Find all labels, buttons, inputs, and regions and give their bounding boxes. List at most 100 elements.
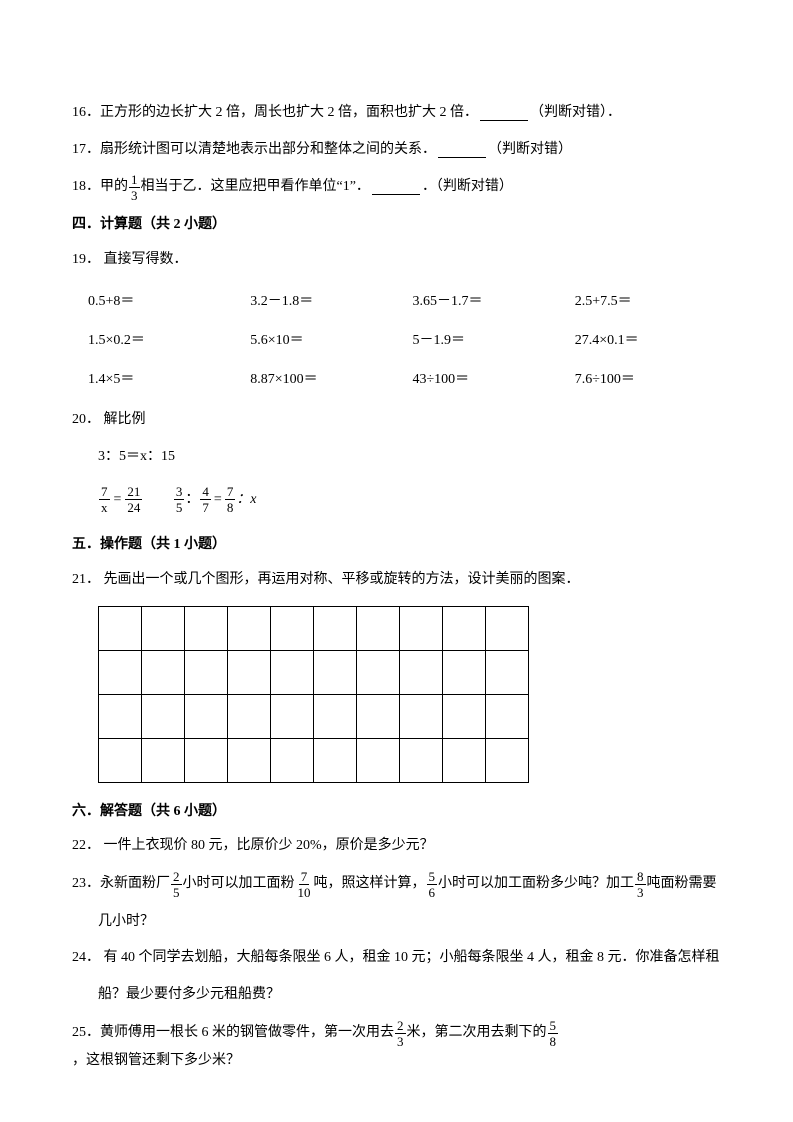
calc-cell: 3.65－1.7＝: [409, 283, 571, 322]
calc-cell: 1.5×0.2＝: [84, 322, 246, 361]
grid-cell[interactable]: [486, 738, 529, 782]
q-text: 相当于乙．这里应把甲看作单位“1”．: [141, 174, 370, 201]
grid-cell[interactable]: [271, 650, 314, 694]
grid-cell[interactable]: [142, 694, 185, 738]
question-19: 19． 直接写得数．: [72, 247, 721, 274]
fraction: 710: [296, 870, 313, 899]
answer-blank[interactable]: [438, 142, 486, 157]
question-18: 18． 甲的 1 3 相当于乙．这里应把甲看作单位“1”． ．（判断对错）: [72, 173, 721, 202]
q-number: 22．: [72, 838, 100, 853]
drawing-grid[interactable]: [98, 606, 529, 783]
grid-cell[interactable]: [314, 694, 357, 738]
q23-line2: 几小时？: [98, 909, 721, 936]
q-tail: ．（判断对错）: [422, 174, 513, 201]
grid-cell[interactable]: [228, 650, 271, 694]
grid-cell[interactable]: [228, 738, 271, 782]
fraction: 25: [171, 870, 182, 899]
grid-row: [99, 694, 529, 738]
grid-cell[interactable]: [314, 738, 357, 782]
q-number: 19．: [72, 252, 100, 267]
question-25: 25． 黄师傅用一根长 6 米的钢管做零件，第一次用去 23 米，第二次用去剩下…: [72, 1019, 721, 1075]
grid-cell[interactable]: [314, 650, 357, 694]
fraction: 7 x: [99, 485, 110, 514]
fraction: 23: [395, 1019, 406, 1048]
grid-cell[interactable]: [486, 606, 529, 650]
grid-cell[interactable]: [185, 650, 228, 694]
drawing-grid-wrap: [98, 606, 721, 783]
grid-cell[interactable]: [486, 650, 529, 694]
equals: =: [114, 487, 122, 514]
q-number: 23．: [72, 871, 100, 898]
q20-line1: 3：5＝x：15: [98, 444, 721, 471]
q20-line2: 7 x = 21 24: [98, 485, 143, 514]
grid-cell[interactable]: [400, 650, 443, 694]
q-number: 25．: [72, 1020, 100, 1047]
question-22: 22． 一件上衣现价 80 元，比原价少 20%，原价是多少元？: [72, 833, 721, 860]
calc-cell: 5－1.9＝: [409, 322, 571, 361]
section-4-heading: 四．计算题（共 2 小题）: [72, 212, 721, 239]
grid-cell[interactable]: [357, 650, 400, 694]
grid-row: [99, 650, 529, 694]
fraction: 56: [427, 870, 438, 899]
q-text: 小时可以加工面粉: [183, 871, 295, 898]
grid-cell[interactable]: [443, 738, 486, 782]
grid-cell[interactable]: [400, 606, 443, 650]
grid-cell[interactable]: [357, 606, 400, 650]
q-text: 正方形的边长扩大 2 倍，周长也扩大 2 倍，面积也扩大 2 倍．: [100, 100, 478, 127]
grid-cell[interactable]: [271, 606, 314, 650]
calc-row: 1.5×0.2＝ 5.6×10＝ 5－1.9＝ 27.4×0.1＝: [84, 322, 733, 361]
calc-cell: 3.2－1.8＝: [246, 283, 408, 322]
grid-cell[interactable]: [185, 738, 228, 782]
calc-cell: 43÷100＝: [409, 361, 571, 400]
grid-cell[interactable]: [400, 694, 443, 738]
q-text: 甲的: [100, 174, 128, 201]
answer-blank[interactable]: [480, 106, 528, 121]
fraction: 83: [635, 870, 646, 899]
grid-cell[interactable]: [142, 606, 185, 650]
grid-cell[interactable]: [99, 650, 142, 694]
grid-cell[interactable]: [271, 738, 314, 782]
grid-cell[interactable]: [314, 606, 357, 650]
grid-cell[interactable]: [142, 650, 185, 694]
calc-cell: 2.5+7.5＝: [571, 283, 733, 322]
q-number: 20．: [72, 412, 100, 427]
grid-cell[interactable]: [185, 606, 228, 650]
grid-cell[interactable]: [99, 738, 142, 782]
q-text: ，这根钢管还剩下多少米？: [72, 1048, 240, 1075]
answer-blank[interactable]: [372, 180, 420, 195]
grid-cell[interactable]: [357, 738, 400, 782]
grid-cell[interactable]: [400, 738, 443, 782]
grid-cell[interactable]: [228, 606, 271, 650]
q-text: 米，第二次用去剩下的: [407, 1020, 547, 1047]
grid-cell[interactable]: [142, 738, 185, 782]
grid-cell[interactable]: [357, 694, 400, 738]
colon: ：: [185, 487, 199, 514]
grid-cell[interactable]: [99, 694, 142, 738]
q-number: 17．: [72, 137, 100, 164]
fraction: 7 8: [225, 485, 236, 514]
q-text: 一件上衣现价 80 元，比原价少 20%，原价是多少元？: [104, 838, 434, 853]
grid-cell[interactable]: [443, 606, 486, 650]
question-21: 21． 先画出一个或几个图形，再运用对称、平移或旋转的方法，设计美丽的图案．: [72, 567, 721, 594]
q-text: 黄师傅用一根长 6 米的钢管做零件，第一次用去: [100, 1020, 394, 1047]
calc-row: 1.4×5＝ 8.87×100＝ 43÷100＝ 7.6÷100＝: [84, 361, 733, 400]
q-number: 21．: [72, 572, 100, 587]
grid-cell[interactable]: [443, 650, 486, 694]
grid-cell[interactable]: [486, 694, 529, 738]
grid-row: [99, 606, 529, 650]
q-number: 16．: [72, 100, 100, 127]
q-text: 先画出一个或几个图形，再运用对称、平移或旋转的方法，设计美丽的图案．: [104, 572, 580, 587]
grid-cell[interactable]: [271, 694, 314, 738]
fraction: 58: [548, 1019, 559, 1048]
question-20: 20． 解比例: [72, 407, 721, 434]
calc-grid: 0.5+8＝ 3.2－1.8＝ 3.65－1.7＝ 2.5+7.5＝ 1.5×0…: [84, 283, 733, 399]
fraction: 3 5: [174, 485, 185, 514]
grid-cell[interactable]: [99, 606, 142, 650]
grid-cell[interactable]: [443, 694, 486, 738]
q-text: 永新面粉厂: [100, 871, 170, 898]
grid-cell[interactable]: [228, 694, 271, 738]
grid-cell[interactable]: [185, 694, 228, 738]
q-text: 直接写得数．: [104, 252, 188, 267]
section-6-heading: 六．解答题（共 6 小题）: [72, 799, 721, 826]
calc-cell: 5.6×10＝: [246, 322, 408, 361]
